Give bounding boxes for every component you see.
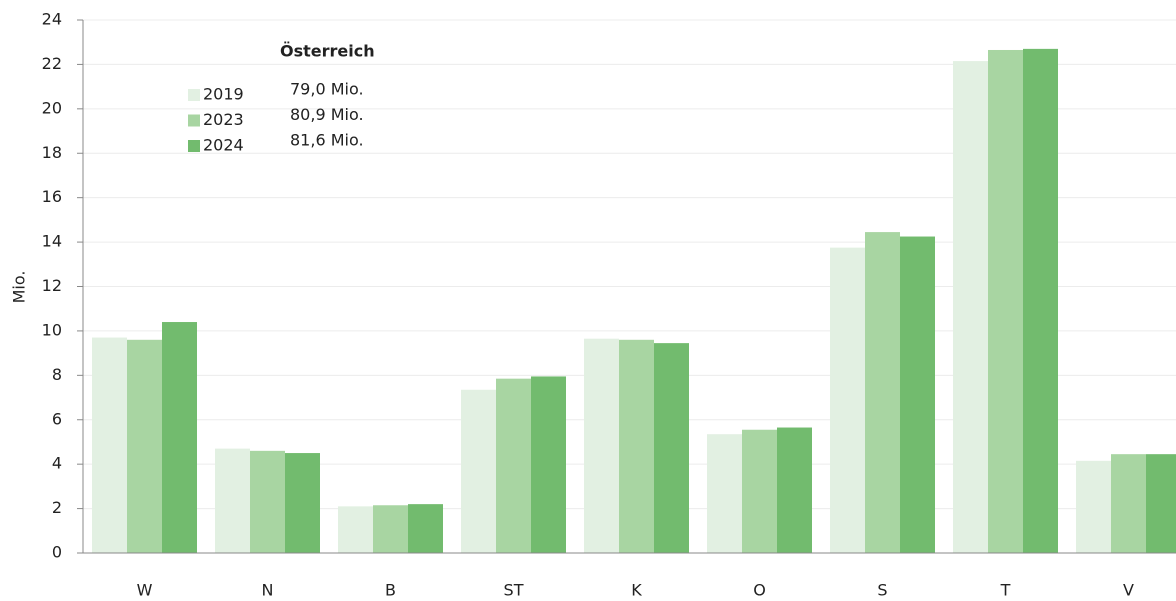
legend-label: 2023 [203, 110, 244, 129]
x-tick-label: W [137, 581, 153, 600]
bar [338, 506, 373, 553]
legend-note: 81,6 Mio. [290, 131, 364, 150]
legend-note: 79,0 Mio. [290, 80, 364, 99]
bar [1111, 454, 1146, 553]
legend-label: 2019 [203, 85, 244, 104]
x-tick-label: O [753, 581, 766, 600]
bar [865, 232, 900, 553]
y-tick-label: 0 [52, 543, 62, 562]
x-tick-label: ST [504, 581, 524, 600]
bar [285, 453, 320, 553]
x-tick-label: V [1123, 581, 1134, 600]
x-tick-label: B [385, 581, 396, 600]
y-tick-label: 4 [52, 454, 62, 473]
legend-swatch [188, 114, 200, 127]
x-tick-label: K [631, 581, 642, 600]
x-tick-label: T [1000, 581, 1011, 600]
bar [92, 337, 127, 553]
bar [953, 61, 988, 553]
y-tick-label: 14 [42, 232, 62, 251]
bar [531, 376, 566, 553]
legend-swatch [188, 89, 200, 101]
bar [408, 504, 443, 553]
bar [584, 338, 619, 553]
y-tick-label: 22 [42, 54, 62, 73]
legend-title: Österreich [280, 42, 375, 61]
bar [900, 236, 935, 553]
bar [777, 427, 812, 553]
bar [1023, 48, 1058, 553]
bar [250, 450, 285, 553]
bar [742, 429, 777, 553]
bar [654, 343, 689, 553]
legend-note: 80,9 Mio. [290, 105, 364, 124]
y-tick-label: 20 [42, 98, 62, 117]
y-tick-label: 10 [42, 320, 62, 339]
bar [215, 448, 250, 553]
bar [162, 322, 197, 553]
y-tick-label: 18 [42, 143, 62, 162]
bar [830, 247, 865, 553]
legend-label: 2024 [203, 136, 244, 155]
bar [1076, 460, 1111, 553]
y-tick-label: 2 [52, 498, 62, 517]
bar [496, 378, 531, 553]
x-tick-label: N [262, 581, 274, 600]
legend-swatch [188, 140, 200, 152]
y-tick-label: 24 [42, 10, 62, 29]
y-tick-label: 16 [42, 187, 62, 206]
bar [461, 389, 496, 553]
bar [988, 49, 1023, 553]
y-tick-label: 6 [52, 409, 62, 428]
y-axis-label: Mio. [10, 271, 29, 304]
x-tick-label: S [877, 581, 887, 600]
y-tick-label: 12 [42, 276, 62, 295]
bar [619, 339, 654, 553]
bar [373, 505, 408, 553]
bar [1146, 454, 1176, 553]
y-tick-label: 8 [52, 365, 62, 384]
bar [707, 434, 742, 553]
bar [127, 339, 162, 553]
